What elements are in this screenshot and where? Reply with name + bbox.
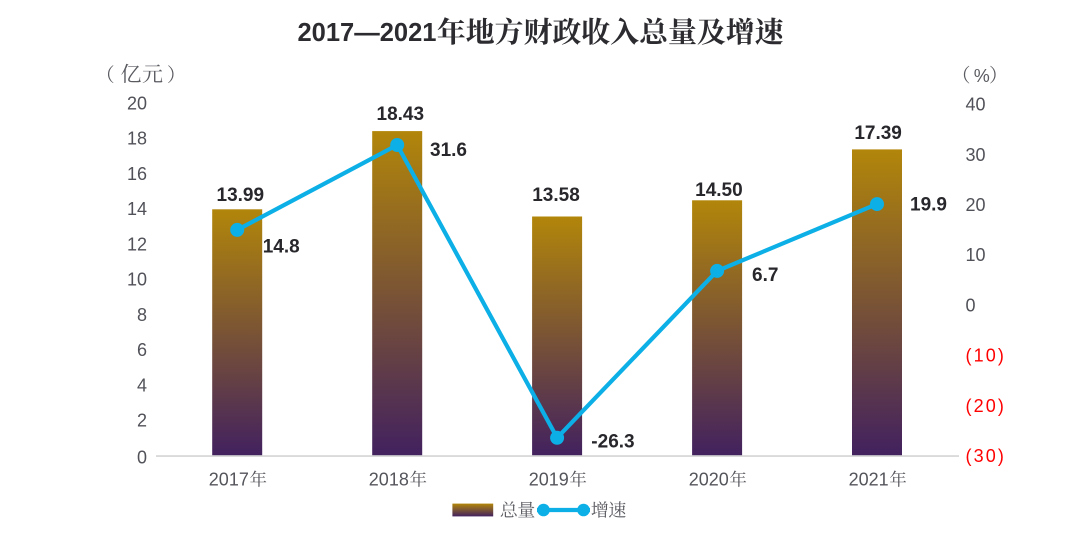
svg-text:13.58: 13.58 bbox=[532, 185, 580, 206]
svg-text:2021: 2021 bbox=[849, 470, 889, 490]
svg-text:31.6: 31.6 bbox=[430, 140, 467, 161]
svg-text:(30): (30) bbox=[966, 446, 1006, 466]
svg-text:14.50: 14.50 bbox=[695, 180, 743, 201]
svg-text:16: 16 bbox=[127, 164, 147, 184]
svg-text:19.9: 19.9 bbox=[910, 195, 947, 216]
svg-text:6: 6 bbox=[137, 340, 147, 360]
svg-text:14.8: 14.8 bbox=[263, 236, 300, 257]
svg-text:0: 0 bbox=[966, 295, 976, 315]
svg-text:%: % bbox=[974, 66, 990, 86]
svg-text:12: 12 bbox=[127, 234, 147, 254]
svg-text:6.7: 6.7 bbox=[752, 265, 778, 286]
svg-text:13.99: 13.99 bbox=[217, 185, 265, 206]
svg-text:2019: 2019 bbox=[529, 470, 569, 490]
svg-text:-26.3: -26.3 bbox=[591, 432, 634, 453]
svg-text:20: 20 bbox=[966, 195, 986, 215]
svg-text:30: 30 bbox=[966, 145, 986, 165]
svg-text:10: 10 bbox=[966, 245, 986, 265]
svg-text:40: 40 bbox=[966, 95, 986, 115]
svg-text:2018: 2018 bbox=[369, 470, 409, 490]
svg-text:2017: 2017 bbox=[209, 470, 249, 490]
svg-text:(10): (10) bbox=[966, 346, 1006, 366]
svg-text:(20): (20) bbox=[966, 396, 1006, 416]
svg-text:14: 14 bbox=[127, 199, 147, 219]
svg-text:18: 18 bbox=[127, 129, 147, 149]
svg-text:2017—2021: 2017—2021 bbox=[298, 19, 437, 47]
svg-text:18.43: 18.43 bbox=[377, 104, 425, 125]
svg-text:4: 4 bbox=[137, 375, 147, 395]
svg-text:2020: 2020 bbox=[689, 470, 729, 490]
svg-text:2: 2 bbox=[137, 411, 147, 431]
svg-text:10: 10 bbox=[127, 270, 147, 290]
svg-text:17.39: 17.39 bbox=[854, 123, 902, 144]
svg-text:20: 20 bbox=[127, 93, 147, 113]
svg-text:0: 0 bbox=[137, 447, 147, 467]
svg-text:8: 8 bbox=[137, 305, 147, 325]
